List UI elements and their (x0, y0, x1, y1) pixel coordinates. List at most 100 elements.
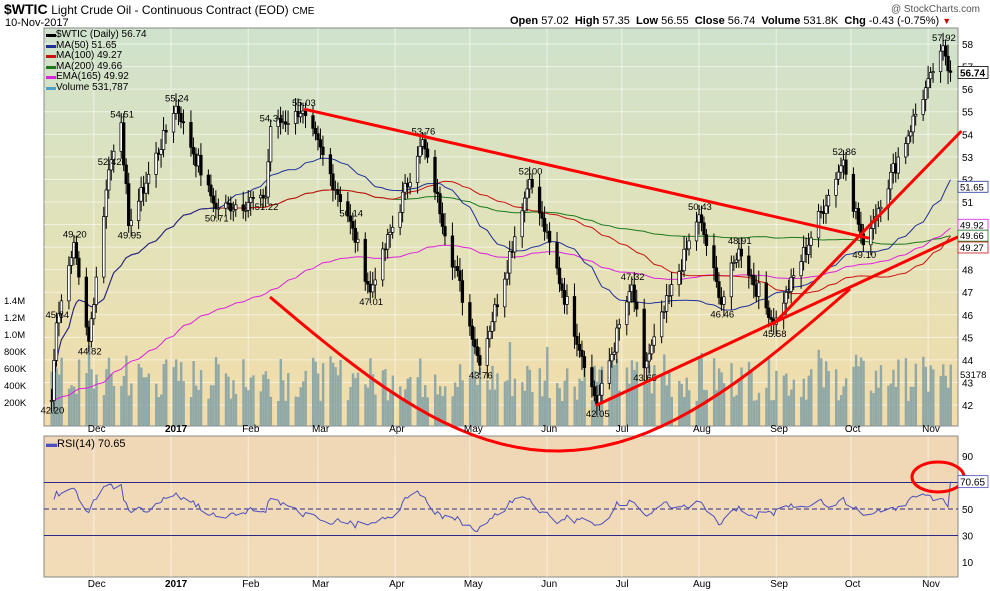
candle-body (799, 261, 803, 277)
x-tick-label: Apr (389, 424, 405, 435)
candle-body (560, 283, 564, 291)
candle-body (251, 197, 255, 199)
candle-body (722, 296, 726, 305)
volume-bar (90, 369, 93, 426)
volume-bar (102, 395, 106, 426)
volume-bar (561, 400, 564, 426)
legend-item-ma200: ▬MA(200) 49.66 (46, 60, 123, 72)
pivot-label: 45.58 (763, 329, 787, 340)
candle-body (806, 244, 811, 255)
volume-bar (820, 358, 823, 426)
candle-body (826, 195, 831, 207)
y-tick-label: 46 (962, 311, 974, 322)
volume-bar (583, 356, 586, 426)
pivot-label: 43.65 (633, 373, 657, 384)
x-tick-label: May (464, 424, 483, 435)
candle-body (752, 275, 756, 286)
pivot-label: 50.43 (688, 202, 712, 213)
volume-bar (610, 357, 614, 426)
down-arrow-icon: ▼ (942, 16, 952, 26)
volume-bar (399, 386, 402, 426)
candle-body (704, 234, 709, 246)
candle-body (921, 99, 925, 115)
rsi-tick-label: 90 (962, 452, 974, 463)
volume-bar (314, 361, 317, 426)
pivot-label: 53.76 (412, 127, 436, 138)
pivot-label: 49.20 (63, 230, 87, 241)
candle-body (659, 311, 664, 338)
volume-bar (72, 386, 76, 426)
volume-bar (792, 379, 796, 426)
candle-body (687, 240, 691, 250)
open-value: 57.02 (541, 15, 569, 27)
legend-swatch: ▬ (46, 50, 56, 62)
candle-body (612, 351, 616, 355)
volume-bar (944, 375, 947, 426)
candle-body (77, 257, 81, 278)
ma-value-label: 49.92 (960, 220, 984, 231)
candle-body (388, 231, 392, 235)
rsi-swatch: ▬ (46, 438, 57, 450)
volume-bar (827, 371, 830, 426)
candle-body (478, 355, 482, 366)
pivot-label: 47.32 (621, 272, 645, 283)
y-tick-label: 44 (962, 356, 974, 367)
volume-bar (757, 392, 761, 426)
candle-body (313, 128, 318, 135)
volume-bar (752, 400, 756, 426)
candle-body (373, 279, 377, 286)
candle-body (112, 150, 116, 161)
candle-body (851, 173, 856, 212)
candle-body (904, 143, 908, 158)
volume-bar (453, 382, 457, 426)
candle-body (525, 188, 529, 199)
volume-bar (192, 361, 195, 426)
volume-bar (493, 389, 497, 426)
volume-bar (107, 357, 111, 426)
volume-bar (471, 340, 474, 426)
candle-body (311, 115, 315, 129)
candle-body (353, 227, 357, 243)
volume-bar (157, 397, 160, 426)
candle-body (209, 184, 213, 197)
candle-body (94, 276, 98, 305)
volume-bar (932, 369, 935, 426)
rsi-value-label: 70.65 (960, 478, 985, 489)
volume-bar (473, 370, 477, 426)
volume-bar (214, 357, 218, 426)
volume-bar (700, 352, 703, 426)
volume-bar (660, 375, 664, 426)
volume-bar (232, 380, 235, 426)
candle-body (443, 226, 447, 237)
candle-body (834, 178, 838, 196)
candle-body (139, 187, 143, 202)
volume-bar (526, 365, 529, 426)
volume-bar (800, 396, 803, 426)
x-tick-label: Dec (88, 579, 106, 590)
volume-bar (872, 393, 875, 426)
volume-bar (732, 396, 736, 426)
y-tick-label: 56 (962, 85, 974, 96)
candle-body (764, 282, 768, 309)
volume-bar (155, 383, 158, 426)
candle-body (440, 213, 445, 227)
last-price-tag (957, 66, 989, 79)
x-tick-label: Aug (693, 424, 711, 435)
candle-body (363, 238, 367, 282)
volume-bar (670, 396, 673, 426)
volume-bar (426, 397, 429, 426)
volume-bar (897, 359, 900, 426)
candle-body (786, 291, 791, 293)
candle-body (839, 165, 843, 173)
candle-body (889, 171, 893, 190)
candle-body (84, 276, 88, 328)
candle-body (346, 201, 350, 217)
volume-bar (949, 364, 952, 426)
candle-body (615, 327, 619, 353)
volume-bar (590, 400, 594, 426)
volume-tick-label: 400K (4, 381, 27, 392)
candle-body (767, 307, 771, 318)
volume-bar (665, 385, 669, 426)
ma-value-label: 49.66 (960, 231, 984, 242)
legend-item-ma100: ▬MA(100) 49.27 (46, 50, 123, 62)
